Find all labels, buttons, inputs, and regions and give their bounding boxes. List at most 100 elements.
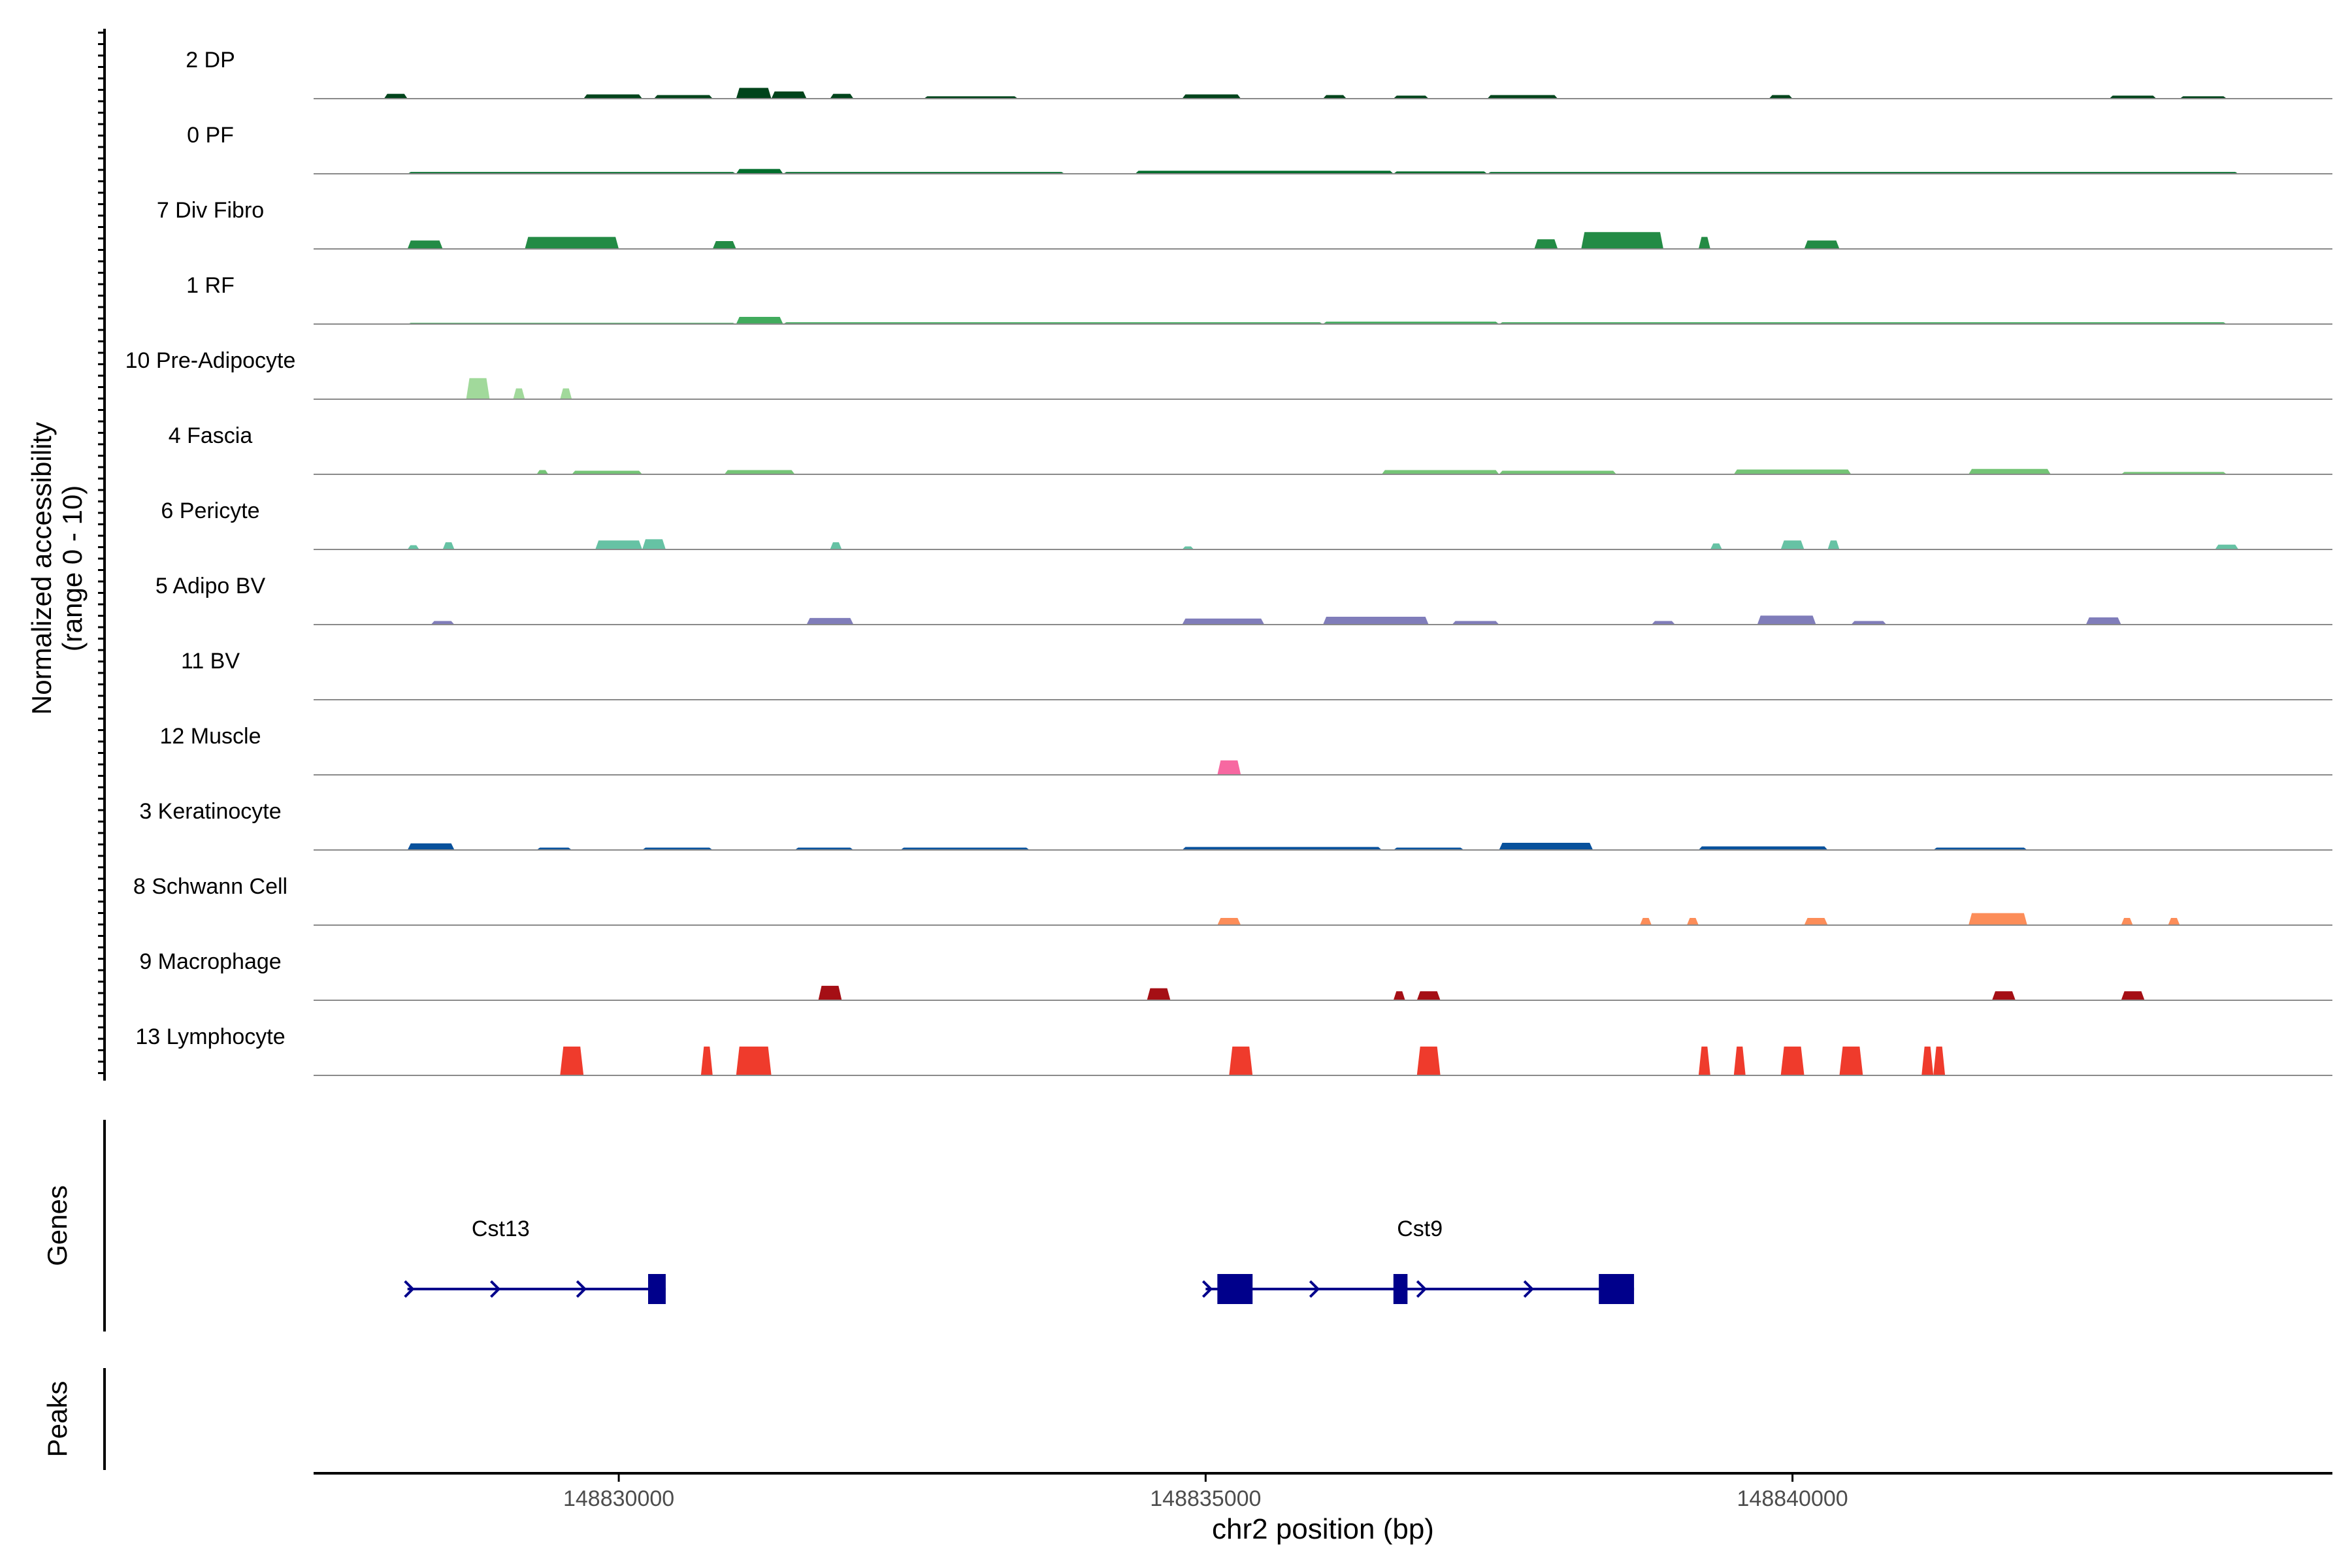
coverage-region: [536, 470, 549, 474]
coverage-region: [442, 542, 455, 549]
coverage-region: [1804, 240, 1840, 249]
track-label: 2 DP: [186, 48, 235, 73]
coverage-region: [2168, 917, 2180, 925]
track-label: 10 Pre-Adipocyte: [125, 348, 296, 373]
strand-arrow: [576, 1280, 587, 1298]
coverage-region: [1499, 470, 1617, 474]
coverage-region: [1780, 540, 1805, 549]
coverage-region: [653, 95, 713, 99]
track-12: 8 Schwann Cell: [133, 874, 2332, 926]
gene-label: Cst9: [1397, 1217, 1443, 1241]
coverage-region: [1452, 621, 1499, 625]
coverage-region: [1640, 917, 1652, 925]
coverage-region: [1686, 917, 1699, 925]
track-1: 2 DP: [186, 48, 2332, 99]
coverage-region: [771, 91, 807, 99]
track-3: 7 Div Fibro: [157, 198, 2332, 250]
track-label: 6 Pericyte: [161, 498, 259, 523]
coverage-region: [407, 240, 443, 249]
coverage-region: [1393, 991, 1405, 1000]
coverage-region: [1769, 95, 1793, 99]
coverage-region: [818, 985, 842, 1000]
coverage-region: [1780, 1046, 1805, 1075]
track-13: 9 Macrophage: [139, 949, 2332, 1001]
coverage-region: [2215, 544, 2239, 549]
track-label: 4 Fascia: [169, 423, 253, 448]
coverage-region: [1217, 917, 1241, 925]
track-label: 0 PF: [187, 123, 234, 148]
coverage-region: [830, 542, 842, 549]
coverage-region: [595, 540, 643, 549]
coverage-region: [1839, 1046, 1863, 1075]
coverage-region: [1933, 1046, 1946, 1075]
peaks-panel-title: Peaks: [42, 1381, 73, 1458]
track-9: 11 BV: [181, 649, 2332, 700]
coverage-region: [1698, 237, 1710, 249]
coverage-region: [1710, 543, 1722, 549]
coverage-region: [2121, 991, 2145, 1000]
coverage-region: [642, 539, 666, 549]
coverage-region: [736, 88, 772, 99]
strand-arrow: [1201, 1280, 1213, 1298]
coverage-region: [1499, 842, 1593, 850]
coverage-region: [712, 241, 736, 249]
coverage-region: [407, 545, 419, 549]
coverage-region: [1992, 991, 2016, 1000]
coverage-region: [2121, 917, 2133, 925]
coverage-region: [583, 94, 643, 99]
coverage-region: [1135, 171, 1394, 174]
coverage-region: [525, 237, 619, 249]
coverage-region: [1968, 468, 2051, 474]
track-14: 13 Lymphocyte: [135, 1024, 2332, 1076]
coverage-region: [1182, 94, 1241, 99]
coverage-region: [724, 470, 795, 474]
coverage-region: [2085, 617, 2121, 625]
coverage-region: [1921, 1046, 1934, 1075]
x-tick-label: 148830000: [563, 1486, 674, 1511]
coverage-region: [1581, 232, 1663, 249]
x-tick-label: 148840000: [1737, 1486, 1848, 1511]
gene-exon: [1393, 1274, 1408, 1304]
coverage-region: [1381, 470, 1499, 474]
x-axis: 148830000 148835000 148840000: [563, 1473, 1848, 1511]
coverage-region: [1182, 618, 1265, 625]
genes-panel-title: Genes: [42, 1185, 73, 1266]
coverage-region: [830, 93, 854, 99]
coverage-tracks: 2 DP 0 PF 7 Div Fibro 1 RF 10 Pre-Adipocyte 4…: [125, 48, 2332, 1076]
coverage-region: [1698, 846, 1828, 850]
coverage-region: [2109, 95, 2157, 99]
coverage-region: [572, 470, 643, 474]
gene-label: Cst13: [472, 1217, 530, 1241]
coverage-region: [1229, 1046, 1253, 1075]
coverage-region: [1393, 95, 1429, 99]
track-label: 9 Macrophage: [139, 949, 281, 974]
strand-arrow: [1309, 1280, 1320, 1298]
y-axis: [98, 29, 106, 1081]
track-6: 4 Fascia: [169, 423, 2332, 475]
coverage-region: [736, 169, 783, 174]
gene-annotations: Cst13 Cst9: [404, 1217, 1635, 1304]
coverage-region: [560, 1046, 584, 1075]
coverage-region: [736, 1046, 772, 1075]
track-label: 1 RF: [186, 273, 235, 298]
track-label: 3 Keratinocyte: [139, 799, 281, 824]
coverage-region: [513, 388, 525, 399]
strand-arrow: [404, 1280, 415, 1298]
track-label: 12 Muscle: [160, 724, 261, 749]
coverage-region: [407, 843, 455, 850]
track-label: 7 Div Fibro: [157, 198, 264, 223]
coverage-region: [1182, 546, 1194, 549]
x-tick-label: 148835000: [1150, 1486, 1261, 1511]
x-axis-title: chr2 position (bp): [1212, 1513, 1434, 1545]
coverage-region: [1757, 615, 1816, 625]
track-7: 6 Pericyte: [161, 498, 2332, 550]
coverage-region: [1217, 760, 1241, 775]
coverage-region: [700, 1046, 713, 1075]
track-label: 11 BV: [181, 649, 240, 674]
coverage-region: [1147, 988, 1171, 1000]
track-4: 1 RF: [186, 273, 2332, 325]
strand-arrow: [490, 1280, 501, 1298]
coverage-region: [1487, 95, 1558, 99]
coverage-region: [431, 621, 455, 625]
